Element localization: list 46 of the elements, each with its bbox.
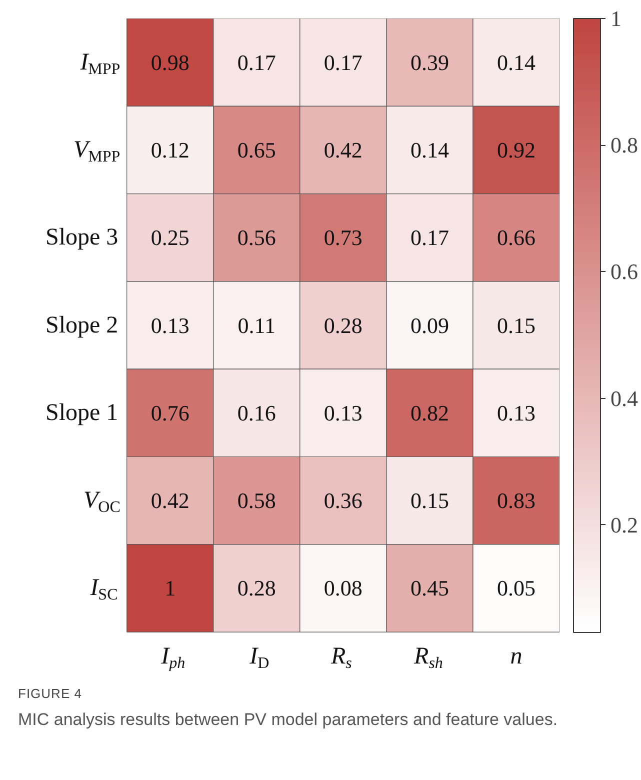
y-tick-label: Slope 1 — [46, 400, 118, 426]
color-bar-label: 1 — [610, 6, 622, 31]
data-label: 0.17 — [410, 225, 449, 250]
data-label: 0.17 — [324, 50, 362, 75]
data-label: 0.09 — [410, 312, 449, 338]
data-label: 0.98 — [150, 50, 190, 75]
y-tick-label: Slope 2 — [46, 312, 118, 338]
data-label: 0.28 — [324, 312, 362, 338]
data-label: 0.58 — [237, 488, 276, 514]
data-label: 0.28 — [237, 576, 276, 601]
data-label: 0.11 — [238, 312, 276, 338]
data-label: 0.17 — [237, 50, 276, 75]
data-label: 0.42 — [150, 488, 190, 514]
data-label: 0.15 — [496, 312, 536, 338]
data-label: 0.14 — [496, 50, 536, 75]
data-label: 0.82 — [410, 400, 449, 426]
color-bar-label: 0.4 — [610, 386, 638, 411]
data-label: 0.05 — [496, 576, 536, 601]
color-bar-label: 0.2 — [610, 512, 638, 538]
data-label: 0.14 — [410, 137, 449, 162]
color-bar-label: 0.8 — [610, 132, 638, 158]
data-label: 0.45 — [410, 576, 449, 601]
data-label: 0.42 — [324, 137, 362, 162]
data-label: 0.56 — [237, 225, 276, 250]
data-label: 0.16 — [237, 400, 276, 426]
color-bar-label: 0.6 — [610, 259, 638, 284]
data-label: 0.25 — [150, 225, 190, 250]
data-label: 0.92 — [496, 137, 536, 162]
y-tick-label: Slope 3 — [46, 224, 118, 251]
data-label: 0.15 — [410, 488, 449, 514]
data-label: 0.65 — [237, 137, 276, 162]
data-label: 0.12 — [150, 137, 190, 162]
caption: FIGURE 4 — [18, 685, 83, 703]
data-label: 0.73 — [324, 225, 362, 250]
data-label: 0.36 — [324, 488, 362, 514]
data-label: 0.76 — [150, 400, 190, 426]
data-label: 0.08 — [324, 576, 362, 601]
text: MIC analysis results between PV model parameters and feature values. — [18, 708, 559, 731]
data-label: 0.66 — [496, 225, 536, 250]
data-label: 0.83 — [496, 488, 536, 514]
data-label: 0.13 — [150, 312, 190, 338]
data-label: 0.39 — [410, 50, 449, 75]
data-label: 1 — [164, 576, 176, 601]
x-tick-label: n — [510, 644, 522, 670]
data-label: 0.13 — [496, 400, 536, 426]
data-label: 0.13 — [324, 400, 362, 426]
